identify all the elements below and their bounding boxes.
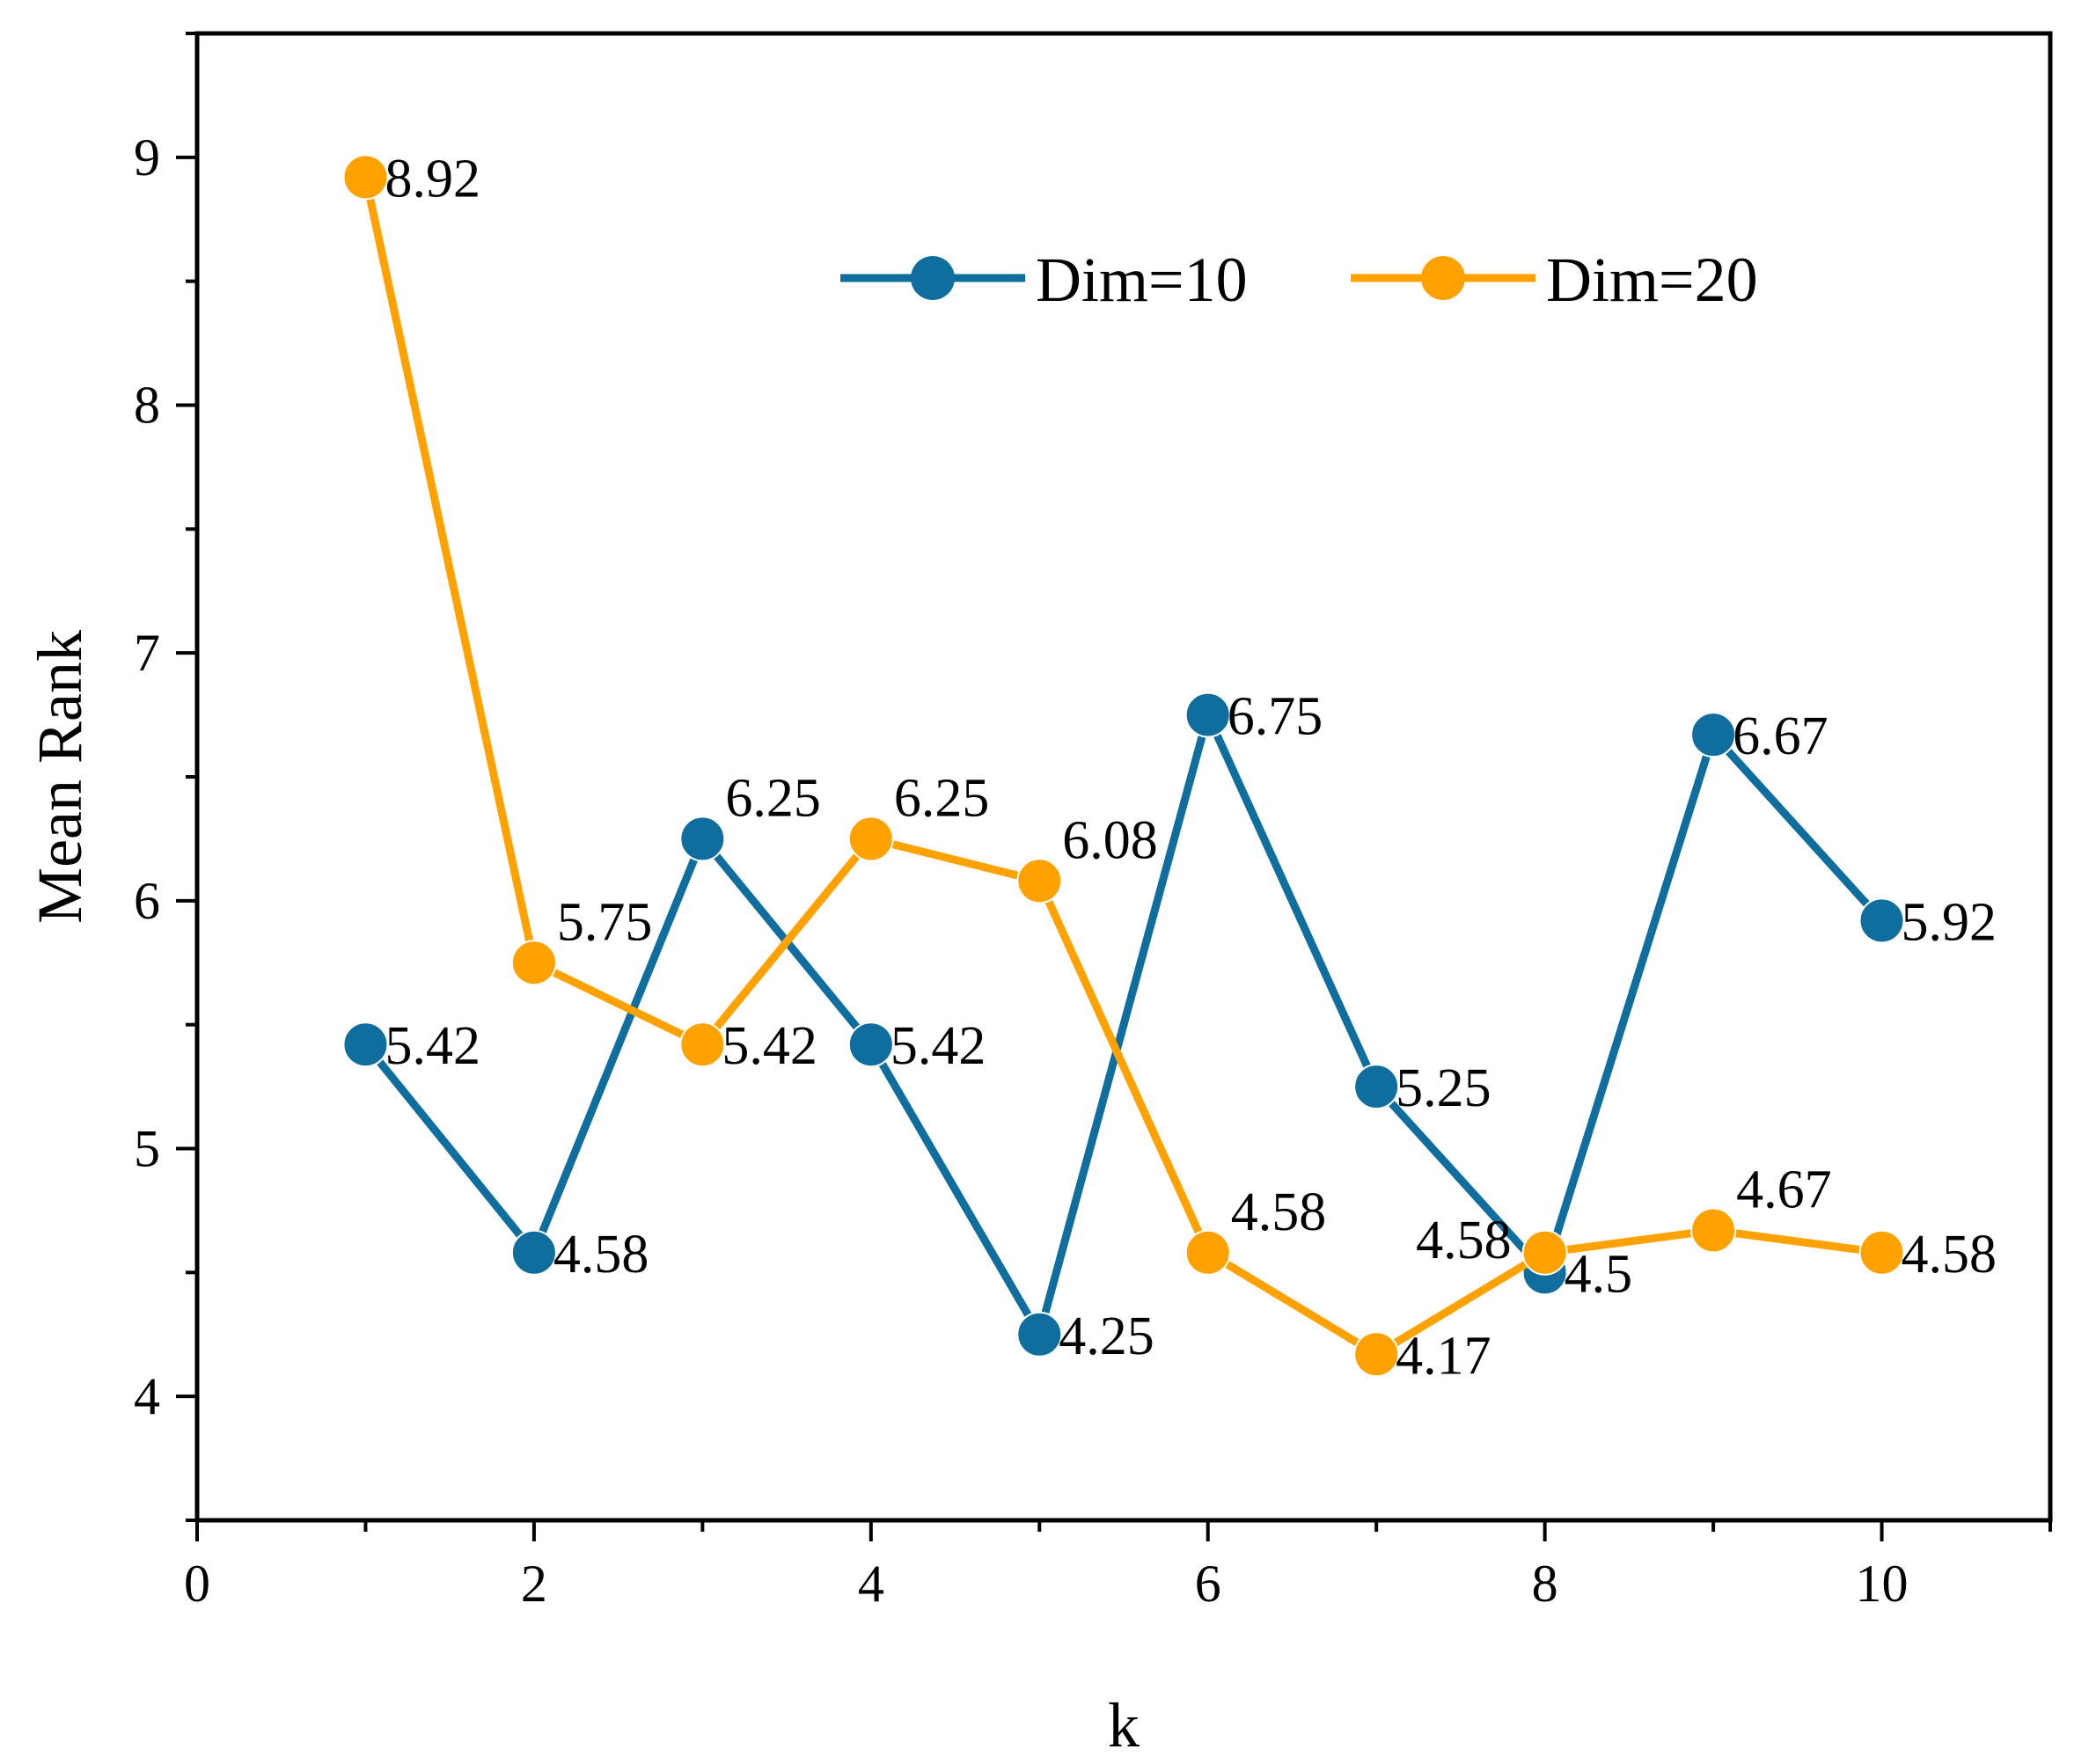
- data-point: [1184, 1229, 1231, 1276]
- data-label: 8.92: [385, 149, 480, 209]
- data-label: 4.58: [1902, 1225, 1997, 1285]
- y-tick-label: 4: [134, 1367, 160, 1425]
- data-label: 5.42: [385, 1016, 480, 1076]
- data-label: 4.25: [1059, 1307, 1154, 1366]
- series-0: [342, 692, 1905, 1358]
- data-label: 4.58: [553, 1225, 649, 1285]
- data-label: 6.67: [1733, 706, 1828, 766]
- data-label: 5.42: [890, 1016, 986, 1076]
- data-label: 4.58: [1416, 1211, 1512, 1270]
- data-label: 5.75: [557, 892, 653, 952]
- data-point: [1353, 1331, 1400, 1378]
- data-point: [1690, 1207, 1737, 1254]
- series-line: [362, 176, 1883, 1358]
- series-1: [342, 154, 1905, 1378]
- data-point: [1858, 1229, 1905, 1276]
- data-point: [510, 1229, 557, 1276]
- legend-marker: [911, 256, 955, 300]
- data-point: [1521, 1229, 1568, 1276]
- data-label: 4.67: [1736, 1160, 1831, 1219]
- data-point: [1353, 1064, 1400, 1110]
- x-tick-label: 6: [1195, 1555, 1221, 1613]
- data-point: [1690, 712, 1737, 758]
- y-tick-label: 6: [134, 872, 160, 930]
- data-point: [342, 1021, 389, 1068]
- data-label: 6.25: [725, 768, 821, 828]
- data-labels: 5.42 4.58 6.25 5.42 4.25 6.75 5.25 4.5 6.67 5.92 8…: [385, 149, 1997, 1386]
- data-label: 4.5: [1565, 1244, 1633, 1304]
- data-point: [847, 1021, 894, 1068]
- legend: Dim=10 Dim=20: [840, 245, 1758, 315]
- data-point: [1858, 897, 1905, 944]
- y-tick-label: 5: [134, 1120, 160, 1178]
- x-tick-label: 10: [1856, 1555, 1909, 1613]
- legend-label: Dim=20: [1546, 245, 1758, 315]
- x-tick-label: 8: [1532, 1555, 1558, 1613]
- legend-marker: [1421, 256, 1465, 300]
- data-point: [679, 816, 726, 862]
- data-label: 4.17: [1396, 1326, 1491, 1386]
- data-point: [1016, 1311, 1063, 1358]
- data-label: 6.08: [1062, 810, 1158, 870]
- series-layer: [342, 154, 1905, 1378]
- y-axis-title: Mean Rank: [25, 630, 95, 924]
- data-point: [510, 940, 557, 986]
- data-label: 5.42: [722, 1016, 817, 1076]
- data-point: [1184, 692, 1231, 738]
- axes: 0 2 4 6 8 10 4 5 6 7 8 9 k Mean Rank: [25, 31, 2053, 1760]
- data-label: 5.25: [1396, 1058, 1491, 1118]
- x-tick-label: 2: [521, 1555, 547, 1613]
- legend-label: Dim=10: [1036, 245, 1248, 315]
- legend-item: Dim=20: [1351, 245, 1758, 315]
- data-label: 5.92: [1902, 892, 1997, 952]
- x-tick-label: 4: [858, 1555, 884, 1613]
- y-tick-label: 9: [134, 128, 160, 187]
- data-point: [847, 816, 894, 862]
- y-tick-label: 7: [134, 624, 160, 682]
- data-point: [342, 154, 389, 201]
- x-axis-title: k: [1108, 1690, 1140, 1760]
- data-point: [1016, 858, 1063, 904]
- legend-item: Dim=10: [840, 245, 1248, 315]
- series-line: [362, 711, 1885, 1339]
- data-label: 4.58: [1231, 1182, 1327, 1242]
- y-tick-label: 8: [134, 377, 160, 435]
- x-tick-label: 0: [184, 1555, 210, 1613]
- data-label: 6.25: [894, 768, 989, 828]
- data-label: 6.75: [1228, 687, 1323, 747]
- data-point: [679, 1021, 726, 1068]
